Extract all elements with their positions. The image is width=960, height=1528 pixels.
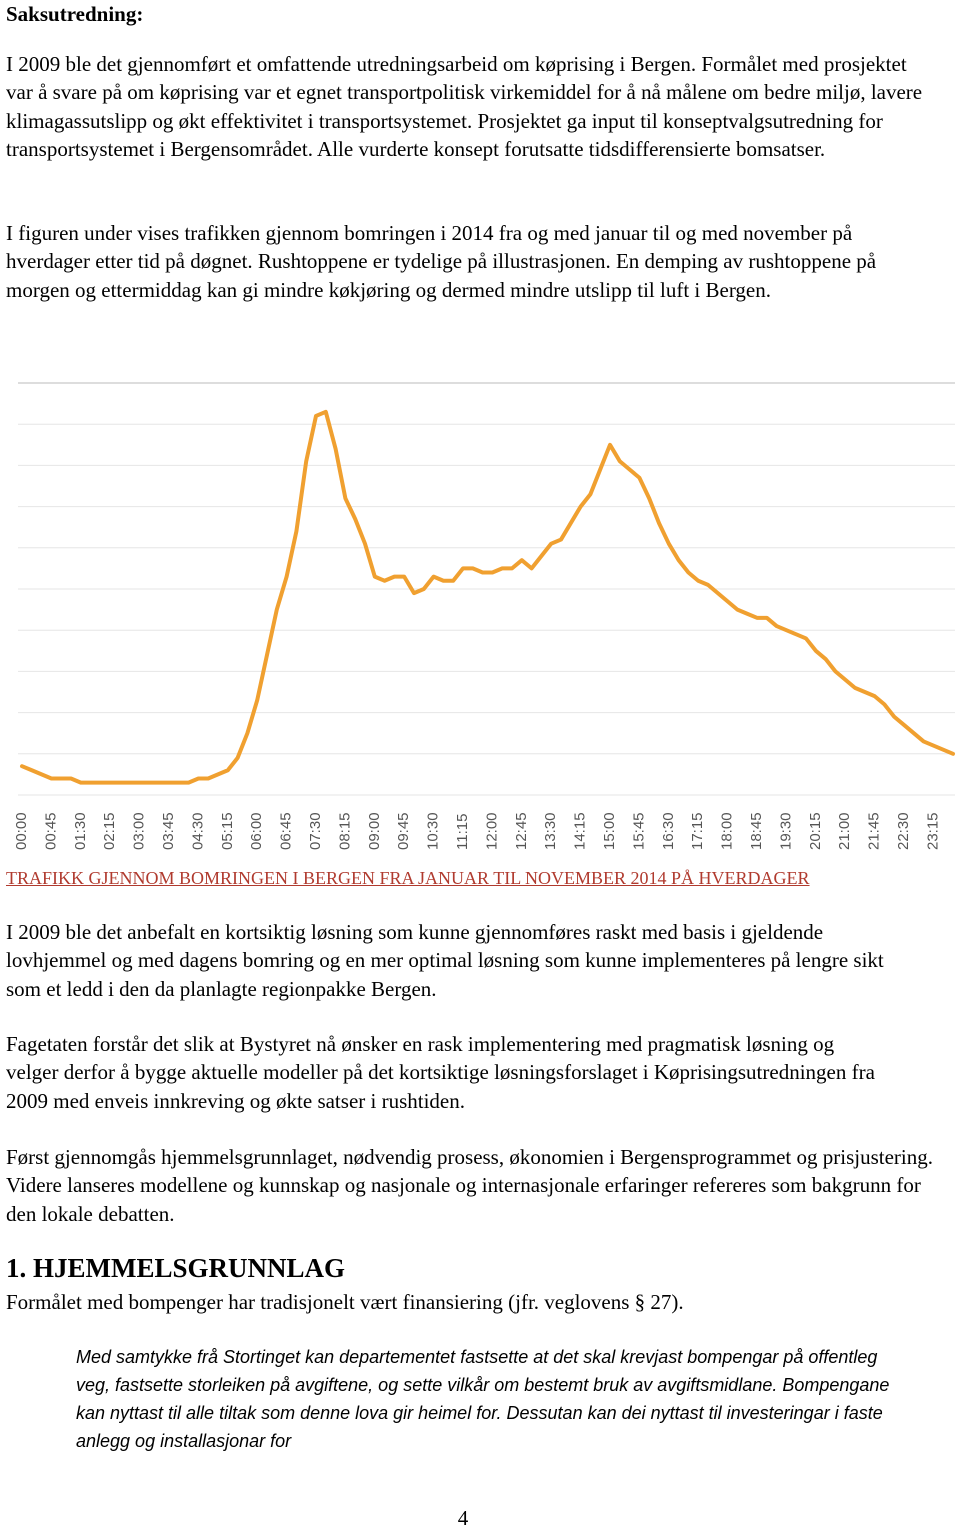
paragraph: I figuren under vises trafikken gjennom … bbox=[6, 221, 877, 302]
x-tick-label: 04:30 bbox=[189, 812, 206, 850]
chapter-intro: Formålet med bompenger har tradisjonelt … bbox=[6, 1290, 684, 1314]
x-tick-label: 01:30 bbox=[72, 812, 89, 850]
x-tick-label: 03:00 bbox=[131, 812, 148, 850]
x-tick-label: 09:45 bbox=[395, 812, 412, 850]
x-tick-label: 19:30 bbox=[777, 812, 794, 850]
x-tick-label: 20:15 bbox=[807, 812, 824, 850]
x-tick-label: 06:00 bbox=[248, 812, 265, 850]
paragraph: I 2009 ble det anbefalt en kortsiktig lø… bbox=[6, 920, 884, 1001]
x-tick-label: 13:30 bbox=[542, 812, 559, 850]
paragraph: Fagetaten forstår det slik at Bystyret n… bbox=[6, 1032, 875, 1113]
x-tick-label: 16:30 bbox=[660, 812, 677, 850]
x-tick-label: 06:45 bbox=[278, 812, 295, 850]
x-tick-label: 12:45 bbox=[513, 812, 530, 850]
x-tick-label: 00:45 bbox=[42, 812, 59, 850]
x-tick-label: 07:30 bbox=[307, 812, 324, 850]
x-tick-label: 10:30 bbox=[425, 812, 442, 850]
quote: Med samtykke frå Stortinget kan departem… bbox=[76, 1347, 890, 1451]
x-tick-label: 21:00 bbox=[836, 812, 853, 850]
x-tick-label: 09:00 bbox=[366, 812, 383, 850]
x-tick-label: 11:15 bbox=[454, 814, 471, 850]
figure-caption: TRAFIKK GJENNOM BOMRINGEN I BERGEN FRA J… bbox=[6, 868, 810, 888]
x-tick-label: 22:30 bbox=[895, 812, 912, 850]
x-tick-label: 18:45 bbox=[748, 812, 765, 850]
x-tick-label: 23:15 bbox=[924, 812, 941, 850]
x-tick-label: 05:15 bbox=[219, 812, 236, 850]
page-number: 4 bbox=[457, 1506, 469, 1528]
x-tick-label: 02:15 bbox=[101, 812, 118, 850]
x-tick-label: 15:00 bbox=[601, 812, 618, 850]
x-tick-label: 14:15 bbox=[572, 812, 589, 850]
paragraph: Først gjennomgås hjemmelsgrunnlaget, nød… bbox=[6, 1145, 933, 1226]
chapter-heading: 1. HJEMMELSGRUNNLAG bbox=[6, 1253, 346, 1283]
x-tick-label: 18:00 bbox=[719, 812, 736, 850]
paragraph: I 2009 ble det gjennomført et omfattende… bbox=[6, 52, 923, 161]
x-tick-label: 08:15 bbox=[336, 812, 353, 850]
section-title: Saksutredning: bbox=[6, 2, 144, 26]
x-tick-label: 12:00 bbox=[483, 812, 500, 850]
x-tick-label: 17:15 bbox=[689, 812, 706, 850]
chart: 00:00 00:45 01:30 02:15 03:00 03:45 04:30 05:15… bbox=[13, 382, 955, 850]
line bbox=[20, 409, 955, 785]
x-tick-label: 21:45 bbox=[866, 812, 883, 850]
x-tick-label: 03:45 bbox=[160, 812, 177, 850]
x-tick-label: 00:00 bbox=[13, 812, 30, 850]
x-tick-label: 15:45 bbox=[630, 812, 647, 850]
